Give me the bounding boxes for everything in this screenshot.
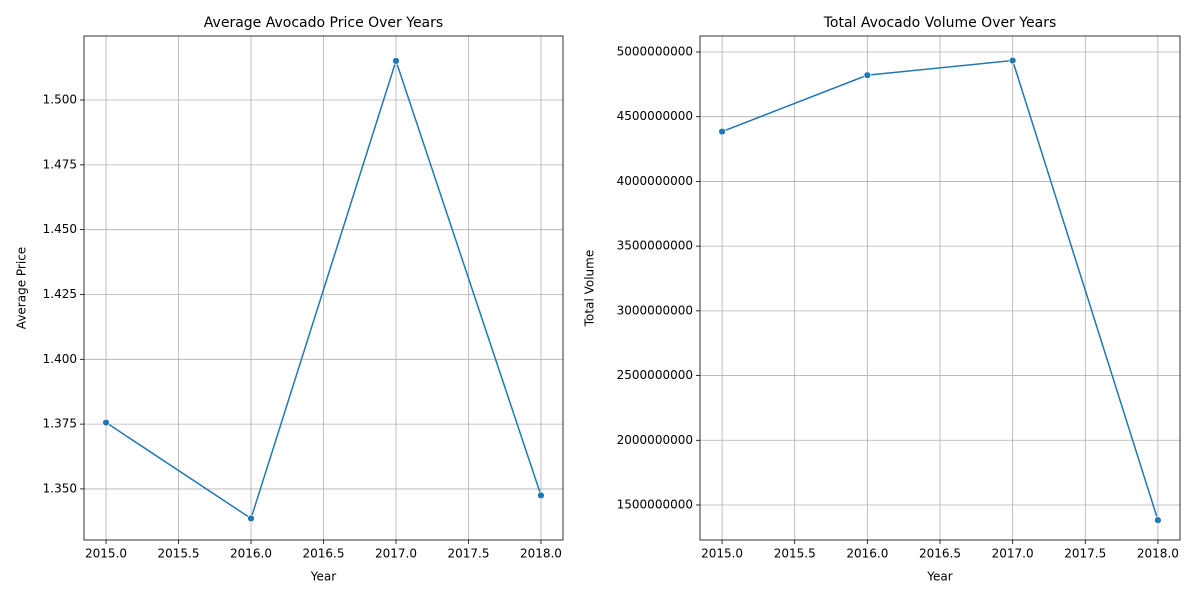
data-line	[721, 59, 1159, 521]
y-tick-label: 2000000000	[617, 433, 693, 447]
data-point	[863, 71, 872, 80]
data-point	[392, 56, 400, 65]
chart-title: Average Avocado Price Over Years	[204, 15, 443, 31]
y-tick-label: 1.475	[43, 157, 77, 171]
chart-title: Total Avocado Volume Over Years	[823, 15, 1057, 31]
x-tick-label: 2017.0	[992, 547, 1034, 561]
x-tick-label: 2017.0	[375, 547, 417, 561]
data-point	[1154, 516, 1162, 525]
y-tick-label: 1.350	[43, 481, 77, 495]
y-tick-label: 1.425	[43, 287, 77, 301]
y-tick-label: 1.500	[43, 93, 77, 107]
data-point	[1008, 56, 1017, 65]
x-tick-label: 2016.0	[230, 547, 272, 561]
x-tick-label: 2018.0	[520, 547, 562, 561]
axes-frame	[699, 35, 1181, 541]
axes-frame	[83, 35, 564, 541]
data-point	[102, 418, 110, 427]
x-tick-label: 2015.5	[774, 547, 816, 561]
y-tick-label: 1.450	[43, 222, 77, 236]
y-tick-label: 5000000000	[617, 44, 693, 58]
y-tick-label: 3000000000	[617, 303, 693, 317]
y-axis-label: Total Volume	[583, 250, 597, 327]
x-tick-label: 2015.0	[85, 547, 127, 561]
y-tick-label: 3500000000	[617, 239, 693, 253]
data-point	[718, 127, 726, 136]
x-tick-label: 2016.5	[303, 547, 345, 561]
y-tick-label: 4000000000	[617, 174, 693, 188]
y-tick-label: 2500000000	[617, 368, 693, 382]
data-point	[247, 514, 255, 523]
y-tick-label: 1.400	[43, 352, 77, 366]
y-tick-label: 1500000000	[617, 498, 693, 512]
x-tick-label: 2017.5	[1064, 547, 1106, 561]
x-axis-label: Year	[310, 570, 336, 584]
x-tick-label: 2016.0	[846, 547, 888, 561]
y-axis-label: Average Price	[15, 247, 29, 329]
chart-panel: 2015.0 2015.5 2016.0 2016.5 2017.0 2017.5 2018…	[15, 15, 564, 584]
data-point	[537, 491, 545, 500]
x-tick-label: 2015.5	[158, 547, 200, 561]
data-line	[105, 58, 542, 520]
x-tick-label: 2018.0	[1137, 547, 1179, 561]
chart-panel: 2015.0 2015.5 2016.0 2016.5 2017.0 2017.5 2018…	[583, 15, 1181, 584]
y-tick-label: 4500000000	[617, 109, 693, 123]
x-tick-label: 2015.0	[701, 547, 743, 561]
x-axis-label: Year	[926, 570, 952, 584]
y-tick-label: 1.375	[43, 417, 77, 431]
x-tick-label: 2016.5	[919, 547, 961, 561]
x-tick-label: 2017.5	[447, 547, 489, 561]
